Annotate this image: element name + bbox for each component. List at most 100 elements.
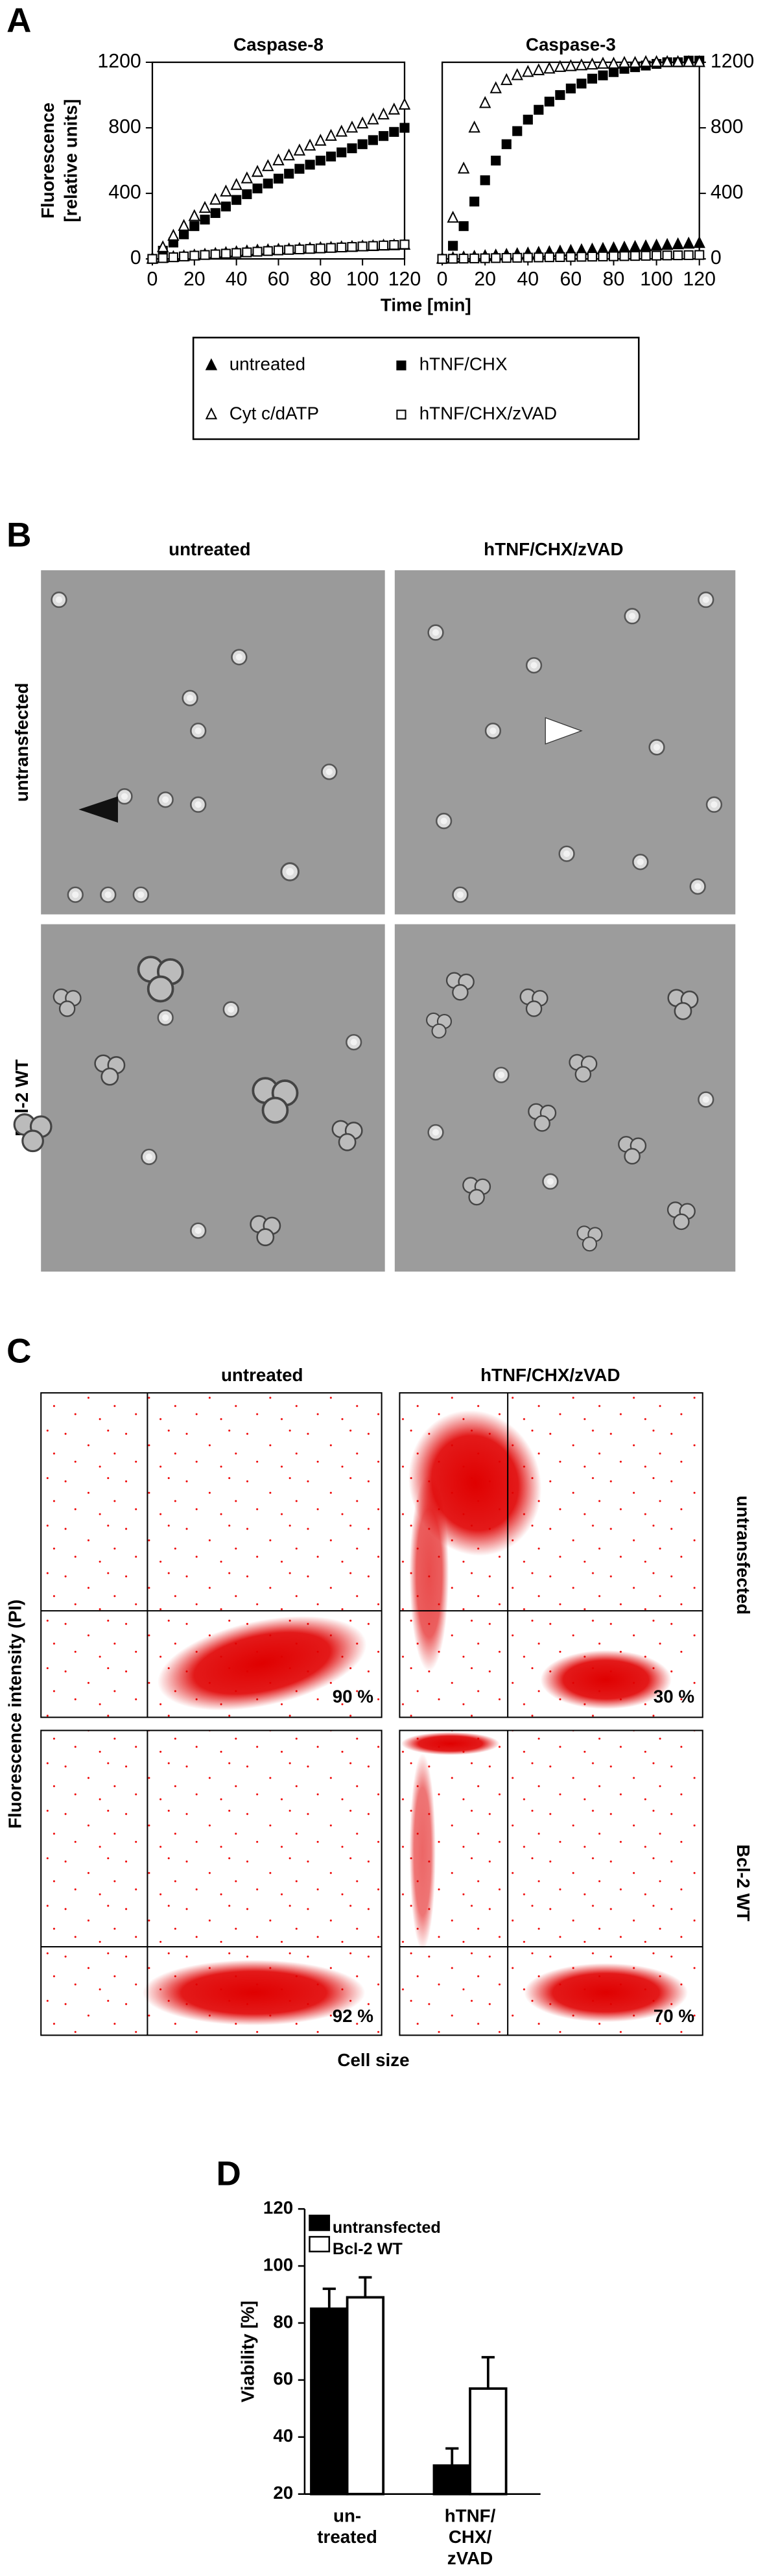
marker (587, 252, 598, 262)
marker (389, 126, 399, 137)
marker (189, 250, 200, 261)
legend-label: Cyt c/dATP (230, 403, 319, 423)
legend-marker (205, 358, 218, 370)
bar (469, 2387, 508, 2496)
marker (682, 54, 695, 67)
panel-letter: B (6, 516, 31, 555)
y-axis-label: [relative units] (61, 99, 81, 223)
y-tick-label: 1200 (97, 51, 141, 72)
marker (210, 208, 220, 218)
marker (314, 134, 327, 146)
marker (480, 175, 490, 186)
marker (618, 240, 631, 253)
marker (179, 229, 189, 239)
y-tick-label: 800 (108, 116, 141, 138)
marker (662, 250, 672, 261)
marker (231, 248, 242, 258)
marker (284, 245, 294, 255)
marker (168, 252, 178, 263)
marker (652, 250, 662, 261)
marker (200, 250, 210, 260)
marker (565, 252, 576, 262)
marker (346, 120, 359, 133)
marker (347, 242, 357, 252)
marker (325, 243, 336, 253)
marker (158, 253, 168, 263)
x-tick-label: 20 (474, 269, 496, 290)
micrograph (13, 924, 385, 1272)
marker (220, 248, 231, 259)
marker (607, 241, 620, 254)
x-tick-label: 60 (268, 269, 290, 290)
marker (650, 238, 663, 251)
y-axis-label: Viability [%] (237, 2300, 257, 2402)
y-tick-label: 60 (273, 2368, 293, 2389)
marker (478, 96, 491, 108)
marker (576, 252, 587, 262)
marker (189, 221, 200, 232)
marker (283, 148, 295, 161)
row-label: Bcl-2 WT (733, 1844, 753, 1921)
x-tick-label: 40 (517, 269, 539, 290)
column-header: untreated (169, 539, 251, 559)
marker (242, 189, 252, 199)
marker (315, 243, 325, 254)
marker (555, 252, 565, 262)
bar (432, 2464, 471, 2496)
x-tick-label: 100 (640, 269, 673, 290)
x-tick-label: 0 (437, 269, 448, 290)
marker (491, 253, 501, 263)
x-tick-label: 40 (226, 269, 248, 290)
marker (357, 139, 368, 149)
marker (399, 123, 410, 133)
marker (179, 251, 189, 261)
legend-swatch (309, 2235, 331, 2253)
marker (399, 239, 410, 250)
marker (576, 78, 587, 89)
legend-marker (396, 360, 407, 370)
x-tick-label: 120 (683, 269, 716, 290)
marker (198, 200, 211, 213)
marker (522, 65, 534, 77)
marker (587, 73, 598, 84)
marker (242, 247, 252, 258)
column-header: hTNF/CHX/zVAD (484, 539, 623, 559)
flow-plot (399, 1729, 703, 2036)
bar (310, 2307, 349, 2496)
marker (347, 143, 357, 154)
legend-label: Bcl-2 WT (333, 2240, 403, 2258)
marker (469, 197, 480, 207)
x-tick-label: 100 (346, 269, 379, 290)
marker (437, 254, 447, 264)
marker (273, 245, 284, 256)
marker (147, 254, 158, 264)
marker (305, 244, 315, 254)
marker (389, 240, 399, 250)
percentage-label: 30 % (654, 1686, 694, 1706)
marker (480, 253, 490, 263)
y-tick-label: 0 (130, 247, 141, 269)
marker (575, 58, 588, 71)
marker (630, 250, 641, 261)
marker (305, 160, 315, 170)
row-label: untransfected (733, 1495, 753, 1615)
marker (693, 54, 705, 67)
marker (661, 54, 674, 67)
marker (379, 240, 389, 250)
marker (335, 125, 348, 137)
legend-swatch (309, 2214, 331, 2232)
percentage-label: 90 % (333, 1686, 373, 1706)
marker (252, 183, 263, 194)
marker (458, 221, 469, 232)
marker (325, 128, 337, 141)
marker (650, 54, 663, 67)
marker (356, 116, 369, 129)
marker (336, 147, 347, 158)
x-tick-label: 20 (183, 269, 206, 290)
marker (379, 131, 389, 141)
marker (565, 59, 577, 71)
marker (294, 244, 305, 255)
chart-title: Caspase-3 (526, 34, 616, 54)
marker (544, 252, 554, 263)
legend-box (192, 337, 640, 440)
